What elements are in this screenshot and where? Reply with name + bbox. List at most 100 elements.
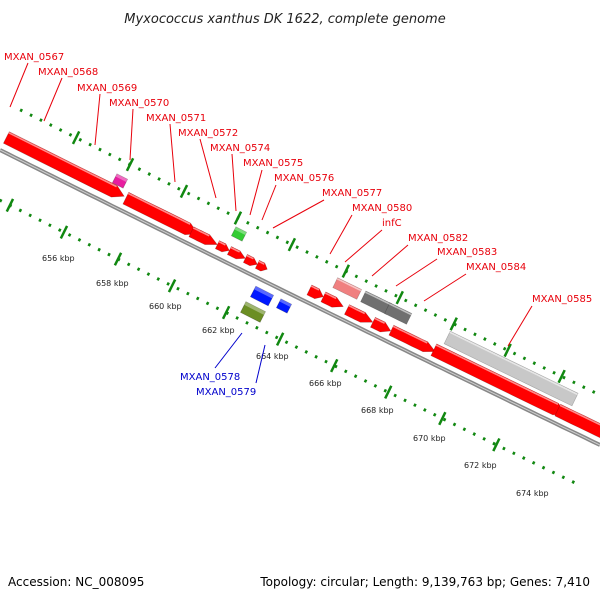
map-title: Myxococcus xanthus DK 1622, complete gen… xyxy=(124,12,445,27)
scale-tick-label: 662 kbp xyxy=(202,326,235,335)
gene-feature-mxan-0570 xyxy=(111,173,129,189)
outer-tick-mark xyxy=(395,290,404,305)
outer-tick-mark xyxy=(449,317,458,331)
scale-tick-label: 666 kbp xyxy=(309,379,342,388)
outer-tick-mark xyxy=(125,157,135,172)
label-leader-line xyxy=(329,214,353,255)
gene-labels: MXAN_0567 MXAN_0568 MXAN_0569 MXAN_0570 MXAN… xyxy=(4,52,592,398)
outer-tick-mark xyxy=(179,184,189,199)
inner-dotted-track xyxy=(0,198,582,487)
gene-feature-mxan-0585 xyxy=(554,403,600,439)
label-leader-line xyxy=(9,62,29,108)
scale-tick-label: 664 kbp xyxy=(256,352,289,361)
label-leader-line xyxy=(255,344,266,384)
gene-label[interactable]: MXAN_0570 xyxy=(109,98,169,109)
gene-feature-mxan-0580 xyxy=(343,304,374,323)
scale-tick-mark xyxy=(59,225,69,240)
gene-label[interactable]: MXAN_0576 xyxy=(274,173,334,184)
gene-feature-mxan-0572 xyxy=(214,240,230,253)
gene-label[interactable]: MXAN_0572 xyxy=(178,128,238,139)
label-leader-line xyxy=(249,169,263,216)
outer-tick-mark xyxy=(557,369,566,384)
scale-tick-label: 656 kbp xyxy=(42,254,75,263)
label-leader-line xyxy=(199,138,217,199)
outer-tick-mark xyxy=(341,264,351,278)
gene-feature-mxan-0567 xyxy=(2,131,125,198)
scale-tick-mark xyxy=(5,198,15,213)
gene-feature-mxan-0575 xyxy=(242,254,258,267)
label-leader-line xyxy=(231,153,237,212)
gene-feature-mxan-0576 xyxy=(254,259,268,272)
gene-label[interactable]: MXAN_0583 xyxy=(437,247,497,258)
backbone-line xyxy=(0,148,600,447)
outer-tick-mark xyxy=(287,237,297,252)
gene-label[interactable]: infC xyxy=(382,218,402,229)
scale-tick-mark xyxy=(221,305,231,320)
label-leader-line xyxy=(214,332,243,369)
gene-label[interactable]: MXAN_0580 xyxy=(352,203,412,214)
gene-label[interactable]: MXAN_0567 xyxy=(4,52,64,63)
gene-feature-mxan-0579b xyxy=(275,298,293,314)
dotted-tracks xyxy=(0,108,600,487)
scale-tick-mark xyxy=(438,411,447,426)
outer-tick-mark xyxy=(71,130,81,145)
scale-tick-mark xyxy=(384,385,393,399)
gene-label[interactable]: MXAN_0579 xyxy=(196,387,256,398)
topology-text: Topology: circular; Length: 9,139,763 bp… xyxy=(259,575,590,589)
label-leader-line xyxy=(261,184,277,221)
scale-tick-label: 674 kbp xyxy=(516,489,549,498)
gene-label[interactable]: MXAN_0571 xyxy=(146,113,206,124)
outer-tick-mark xyxy=(503,343,512,358)
scale-tick-label: 670 kbp xyxy=(413,434,446,443)
gene-feature-mxan-0577a xyxy=(306,284,324,300)
gene-feature-gray-2 xyxy=(384,302,413,325)
outer-dotted-track xyxy=(19,108,600,397)
gene-feature-mxan-0579 xyxy=(249,285,275,307)
scale-tick-mark xyxy=(113,252,123,266)
gene-label[interactable]: MXAN_0578 xyxy=(180,372,240,383)
scale-tick-mark xyxy=(492,437,501,452)
label-leader-line xyxy=(129,108,134,161)
gene-feature-mxan-0577b xyxy=(320,291,344,308)
label-leader-line xyxy=(94,93,101,146)
gene-label[interactable]: MXAN_0585 xyxy=(532,294,592,305)
gene-label[interactable]: MXAN_0574 xyxy=(210,143,270,154)
gene-label[interactable]: MXAN_0577 xyxy=(322,188,382,199)
label-leader-line xyxy=(395,258,438,287)
scale-tick-mark xyxy=(329,358,339,373)
scale-ticks: 656 kbp 658 kbp 660 kbp 662 kbp 664 kbp 666 k… xyxy=(5,130,566,498)
gene-feature-mxan-0582 xyxy=(388,324,436,353)
gene-label[interactable]: MXAN_0575 xyxy=(243,158,303,169)
label-leader-line xyxy=(169,123,176,183)
scale-tick-label: 660 kbp xyxy=(149,302,182,311)
label-leader-line xyxy=(43,77,63,122)
backbone-highlight xyxy=(0,149,600,446)
label-leader-line xyxy=(423,273,467,302)
gene-label[interactable]: MXAN_0568 xyxy=(38,67,98,78)
genome-backbone xyxy=(0,148,600,447)
scale-tick-label: 658 kbp xyxy=(96,279,129,288)
gene-label[interactable]: MXAN_0584 xyxy=(466,262,526,273)
accession-text: Accession: NC_008095 xyxy=(8,575,144,589)
gene-feature-mxan-0578 xyxy=(240,301,266,323)
gene-feature-gray-1 xyxy=(360,290,393,315)
gene-label[interactable]: MXAN_0569 xyxy=(77,83,137,94)
gene-feature-pseudo xyxy=(332,277,363,300)
outer-tick-mark xyxy=(233,211,243,225)
gene-feature-mxan-0573 xyxy=(230,226,248,242)
scale-tick-mark xyxy=(275,332,285,346)
scale-tick-label: 668 kbp xyxy=(361,406,394,415)
gene-feature-mxan-0571 xyxy=(188,226,218,245)
scale-tick-mark xyxy=(167,278,177,293)
label-leader-line xyxy=(371,244,409,277)
gene-feature-mxan-0583 xyxy=(443,330,579,407)
gene-features xyxy=(2,131,600,439)
gene-label[interactable]: MXAN_0582 xyxy=(408,233,468,244)
label-leader-line xyxy=(272,199,325,229)
gene-feature-infc xyxy=(369,316,392,333)
label-leader-line xyxy=(507,305,533,347)
label-leader-line xyxy=(344,229,383,263)
scale-tick-label: 672 kbp xyxy=(464,461,497,470)
gene-feature-mxan-0574 xyxy=(226,246,246,260)
